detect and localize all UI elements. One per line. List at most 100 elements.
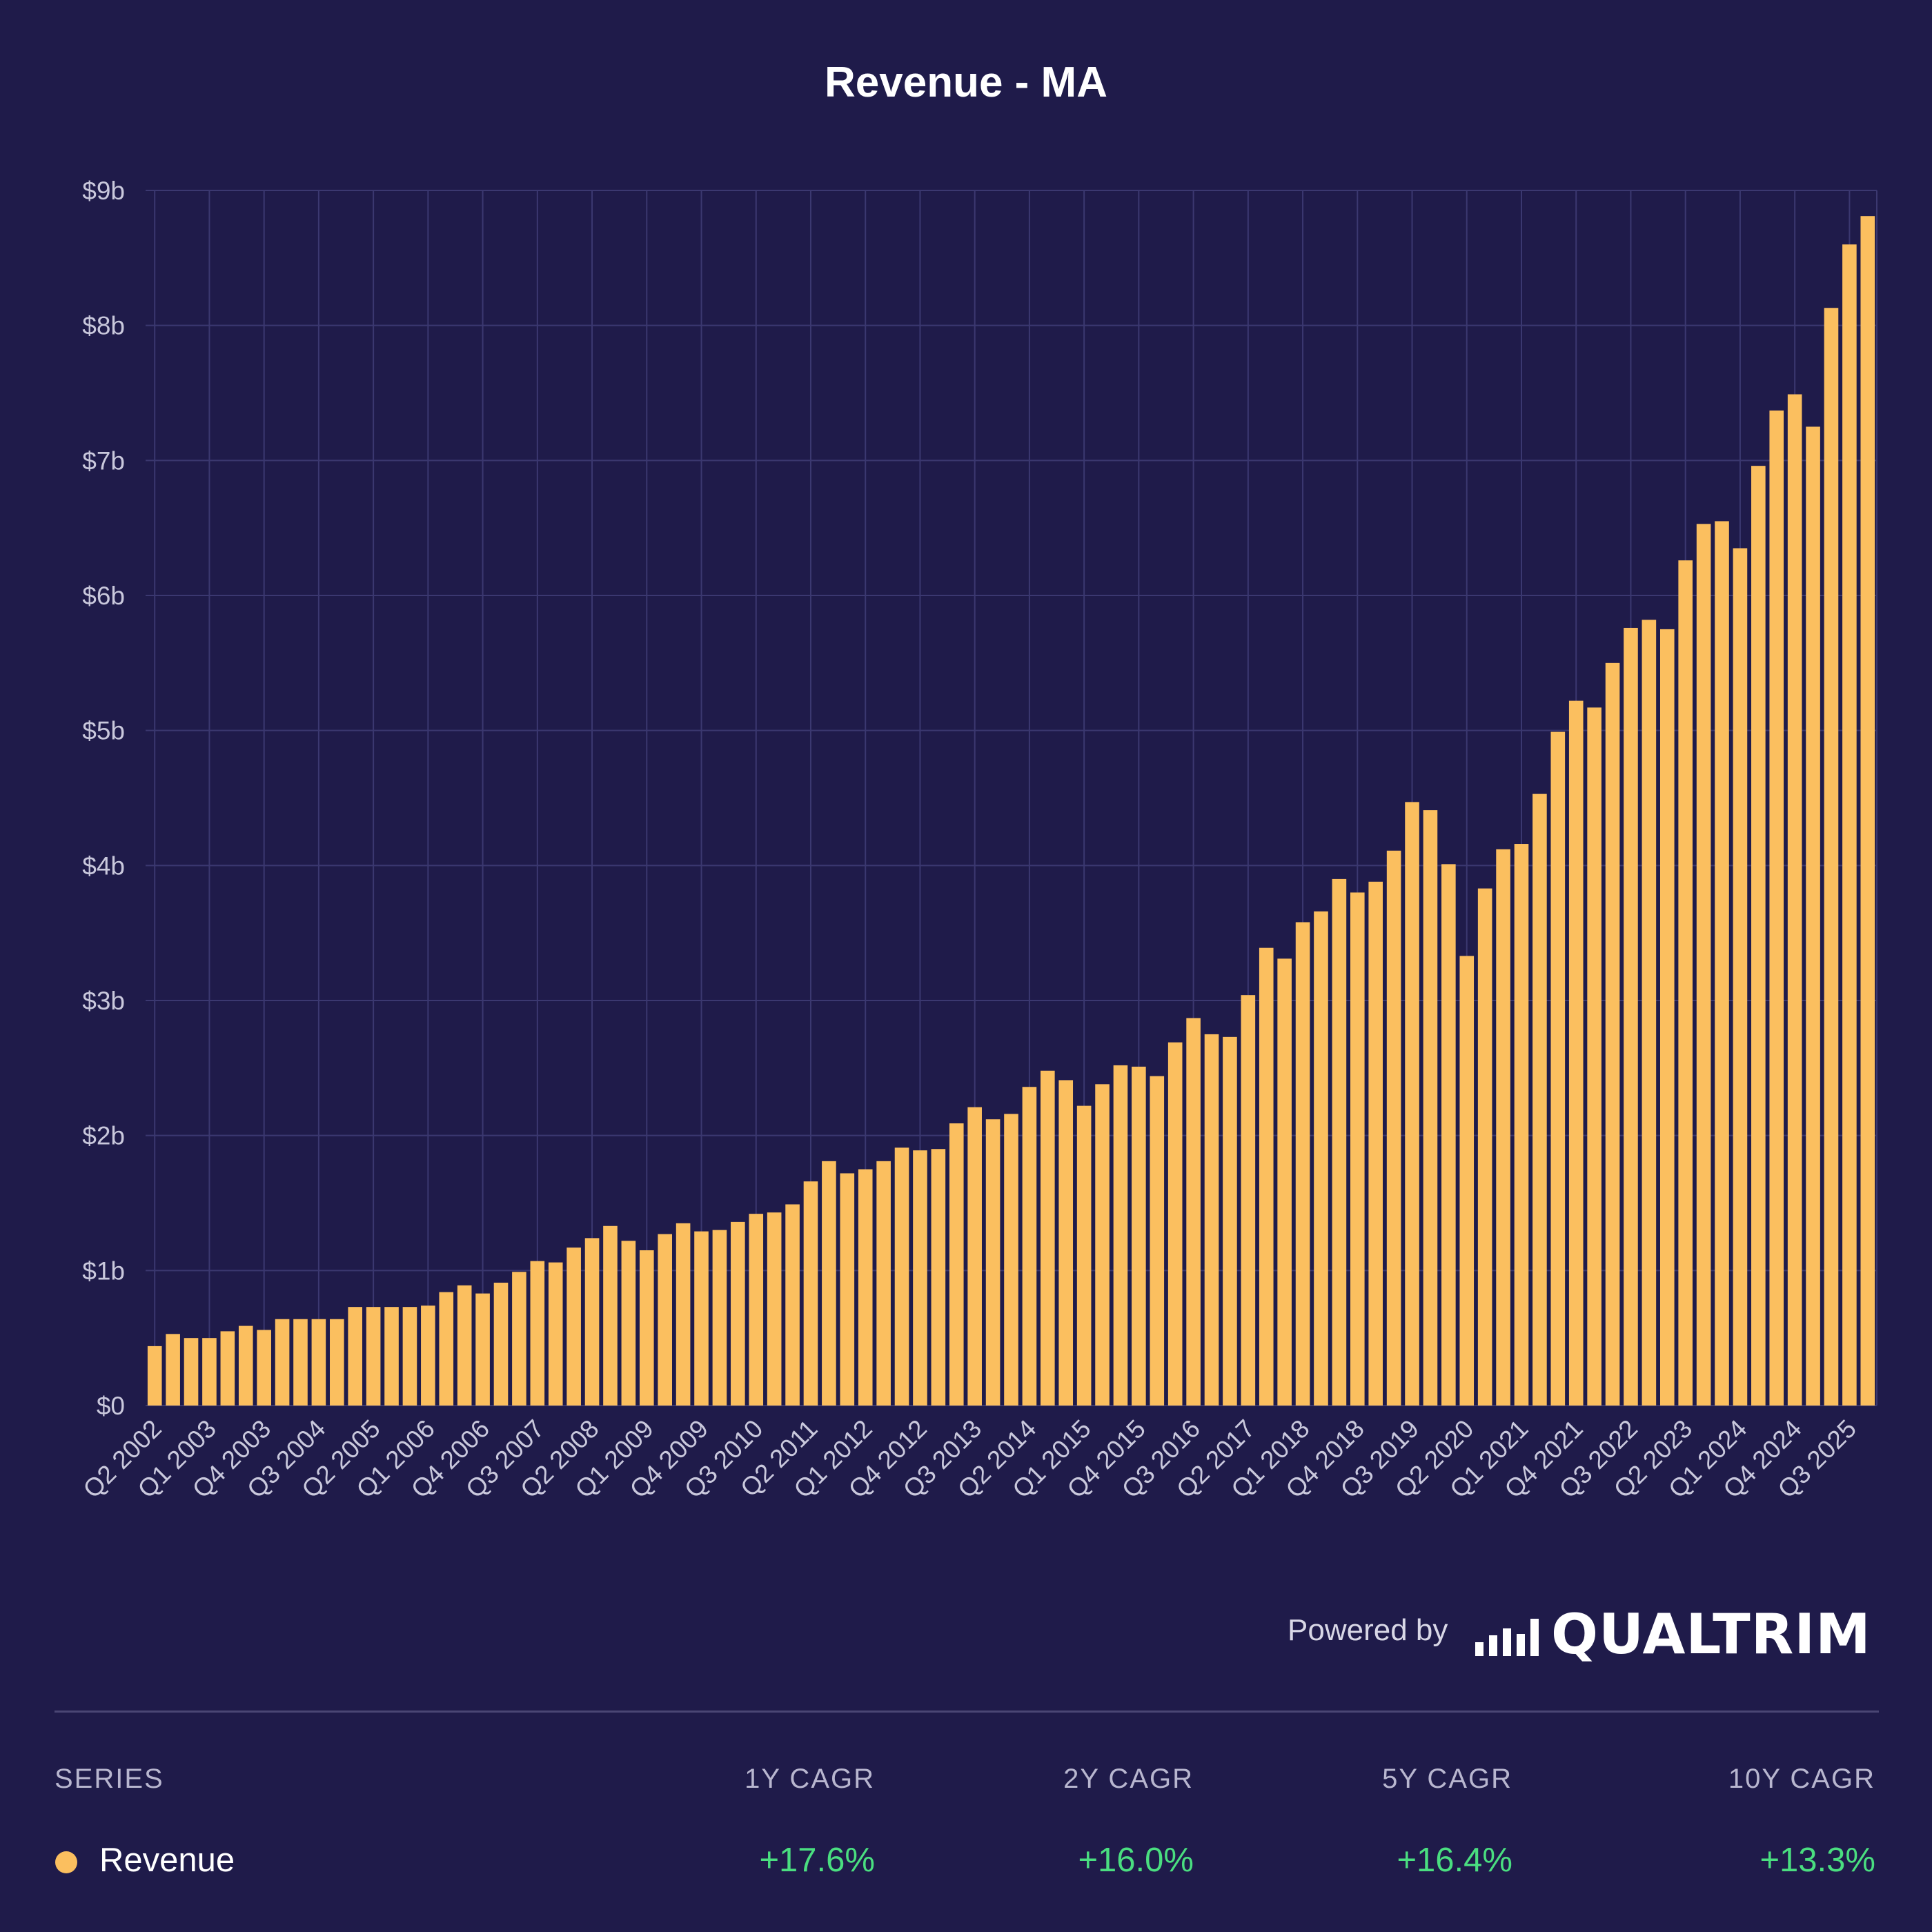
revenue-bar[interactable]: [785, 1204, 800, 1406]
y-tick-label: $1b: [82, 1256, 125, 1285]
revenue-bar[interactable]: [1860, 216, 1875, 1406]
revenue-bar[interactable]: [584, 1238, 600, 1406]
revenue-bar[interactable]: [1824, 308, 1839, 1406]
revenue-bar[interactable]: [530, 1261, 545, 1406]
revenue-bar[interactable]: [731, 1221, 745, 1406]
revenue-bar[interactable]: [767, 1212, 782, 1406]
revenue-bar[interactable]: [1733, 548, 1748, 1406]
revenue-bar[interactable]: [402, 1307, 417, 1406]
revenue-bar[interactable]: [1769, 410, 1784, 1406]
revenue-bar[interactable]: [967, 1107, 982, 1406]
revenue-bar[interactable]: [220, 1331, 235, 1406]
revenue-bar[interactable]: [1514, 844, 1529, 1406]
revenue-bar[interactable]: [1295, 922, 1310, 1406]
revenue-bar[interactable]: [1696, 524, 1711, 1406]
revenue-bar[interactable]: [1587, 707, 1601, 1406]
revenue-bar[interactable]: [238, 1325, 253, 1406]
revenue-bar[interactable]: [840, 1173, 855, 1406]
revenue-bar[interactable]: [1223, 1036, 1237, 1406]
revenue-bar[interactable]: [202, 1338, 217, 1406]
revenue-bar[interactable]: [330, 1319, 344, 1406]
revenue-bar[interactable]: [749, 1214, 764, 1406]
revenue-bar[interactable]: [1787, 394, 1802, 1406]
revenue-bar[interactable]: [1186, 1018, 1201, 1406]
revenue-bar[interactable]: [639, 1250, 654, 1406]
revenue-bar[interactable]: [1368, 881, 1383, 1406]
revenue-bar[interactable]: [257, 1330, 271, 1406]
header-2y-cagr: 2Y CAGR: [1063, 1764, 1194, 1794]
revenue-bar[interactable]: [1150, 1076, 1165, 1406]
header-5y-cagr: 5Y CAGR: [1382, 1764, 1512, 1794]
revenue-bar[interactable]: [1751, 466, 1766, 1406]
revenue-bar[interactable]: [421, 1305, 435, 1406]
revenue-bar[interactable]: [1605, 662, 1620, 1406]
revenue-bar[interactable]: [621, 1241, 636, 1406]
revenue-bar[interactable]: [1058, 1080, 1074, 1406]
revenue-bar[interactable]: [1314, 911, 1328, 1406]
revenue-bar[interactable]: [439, 1292, 454, 1406]
revenue-bar[interactable]: [1167, 1042, 1183, 1406]
revenue-bar[interactable]: [293, 1319, 308, 1406]
revenue-bar[interactable]: [1624, 627, 1638, 1406]
revenue-bar[interactable]: [384, 1307, 399, 1406]
revenue-bar[interactable]: [366, 1307, 381, 1406]
revenue-bar[interactable]: [985, 1119, 1000, 1406]
revenue-bar[interactable]: [512, 1272, 526, 1406]
revenue-bar[interactable]: [457, 1285, 472, 1406]
revenue-bar[interactable]: [1441, 864, 1456, 1406]
revenue-bar[interactable]: [1095, 1084, 1110, 1406]
revenue-bar[interactable]: [694, 1231, 709, 1406]
revenue-bar[interactable]: [1496, 849, 1510, 1406]
revenue-bar[interactable]: [658, 1234, 672, 1406]
revenue-bar[interactable]: [876, 1161, 891, 1406]
revenue-bar[interactable]: [822, 1161, 836, 1406]
revenue-bar[interactable]: [1842, 244, 1857, 1406]
revenue-bar[interactable]: [858, 1169, 873, 1406]
revenue-bar[interactable]: [311, 1319, 326, 1406]
revenue-bar[interactable]: [1678, 560, 1693, 1406]
revenue-bar[interactable]: [1532, 793, 1547, 1406]
revenue-bar[interactable]: [1241, 995, 1256, 1406]
revenue-bar[interactable]: [475, 1293, 490, 1406]
powered-by-label: Powered by: [1288, 1613, 1448, 1647]
revenue-bar[interactable]: [1715, 521, 1729, 1406]
revenue-bar[interactable]: [147, 1346, 162, 1406]
revenue-bar[interactable]: [1076, 1105, 1092, 1406]
revenue-bar[interactable]: [803, 1181, 818, 1406]
revenue-bar[interactable]: [548, 1262, 563, 1406]
revenue-bar[interactable]: [1022, 1087, 1037, 1406]
revenue-bar[interactable]: [603, 1225, 618, 1406]
revenue-bar[interactable]: [913, 1150, 927, 1406]
revenue-bar[interactable]: [493, 1282, 509, 1406]
revenue-bar[interactable]: [1350, 892, 1365, 1406]
revenue-bar[interactable]: [1642, 620, 1657, 1406]
revenue-bar[interactable]: [1277, 958, 1292, 1406]
revenue-bar[interactable]: [348, 1307, 363, 1406]
revenue-bar[interactable]: [1386, 850, 1401, 1406]
revenue-bar[interactable]: [949, 1123, 964, 1406]
revenue-bar[interactable]: [275, 1319, 290, 1406]
revenue-bar[interactable]: [1459, 956, 1475, 1406]
revenue-bar[interactable]: [1568, 700, 1584, 1406]
revenue-bar[interactable]: [1041, 1070, 1055, 1406]
revenue-bar[interactable]: [931, 1149, 946, 1406]
revenue-bar[interactable]: [1806, 426, 1820, 1406]
revenue-bar[interactable]: [1550, 731, 1566, 1406]
revenue-bar[interactable]: [1113, 1065, 1128, 1406]
revenue-bar[interactable]: [1477, 888, 1492, 1406]
revenue-bar[interactable]: [1004, 1114, 1018, 1406]
revenue-bar[interactable]: [1259, 947, 1274, 1406]
revenue-bar[interactable]: [712, 1230, 727, 1406]
revenue-bar[interactable]: [1132, 1066, 1146, 1406]
y-tick-label: $2b: [82, 1122, 125, 1150]
revenue-bar[interactable]: [566, 1248, 581, 1406]
revenue-bar[interactable]: [1405, 802, 1419, 1406]
revenue-bar[interactable]: [184, 1338, 199, 1406]
revenue-bar[interactable]: [1204, 1034, 1219, 1406]
revenue-bar[interactable]: [1423, 810, 1438, 1406]
revenue-bar[interactable]: [1332, 878, 1347, 1406]
revenue-bar[interactable]: [1659, 629, 1675, 1406]
revenue-bar[interactable]: [894, 1147, 909, 1406]
revenue-bar[interactable]: [166, 1334, 180, 1406]
revenue-bar[interactable]: [676, 1223, 691, 1406]
